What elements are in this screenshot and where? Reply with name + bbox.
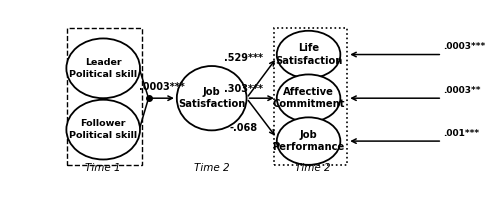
Ellipse shape <box>66 100 140 159</box>
Text: Time 1: Time 1 <box>86 163 121 173</box>
Ellipse shape <box>277 117 340 165</box>
Text: Commitment: Commitment <box>272 99 345 109</box>
Text: Life: Life <box>298 43 319 53</box>
Text: Follower: Follower <box>80 119 126 128</box>
Text: -.068: -.068 <box>230 123 258 133</box>
Text: Leader: Leader <box>85 58 122 67</box>
Text: Satisfaction: Satisfaction <box>178 99 246 109</box>
Ellipse shape <box>277 74 340 122</box>
Ellipse shape <box>177 66 246 130</box>
Text: Political skill: Political skill <box>69 131 137 140</box>
Text: Time 2: Time 2 <box>294 163 330 173</box>
Text: .529***: .529*** <box>224 53 264 63</box>
Text: Performance: Performance <box>272 142 344 152</box>
Text: Time 2: Time 2 <box>194 163 230 173</box>
Text: Political skill: Political skill <box>69 70 137 79</box>
Text: Job: Job <box>300 130 318 140</box>
Text: Job: Job <box>203 87 220 97</box>
Ellipse shape <box>277 31 340 78</box>
Text: Affective: Affective <box>283 87 334 97</box>
Text: Satisfaction: Satisfaction <box>275 56 342 66</box>
Text: .0003***: .0003*** <box>139 82 185 92</box>
Text: .303***: .303*** <box>224 84 264 94</box>
Ellipse shape <box>66 38 140 98</box>
Text: .0003**: .0003** <box>444 86 481 95</box>
Text: .001***: .001*** <box>444 129 480 138</box>
Text: .0003***: .0003*** <box>444 42 486 52</box>
